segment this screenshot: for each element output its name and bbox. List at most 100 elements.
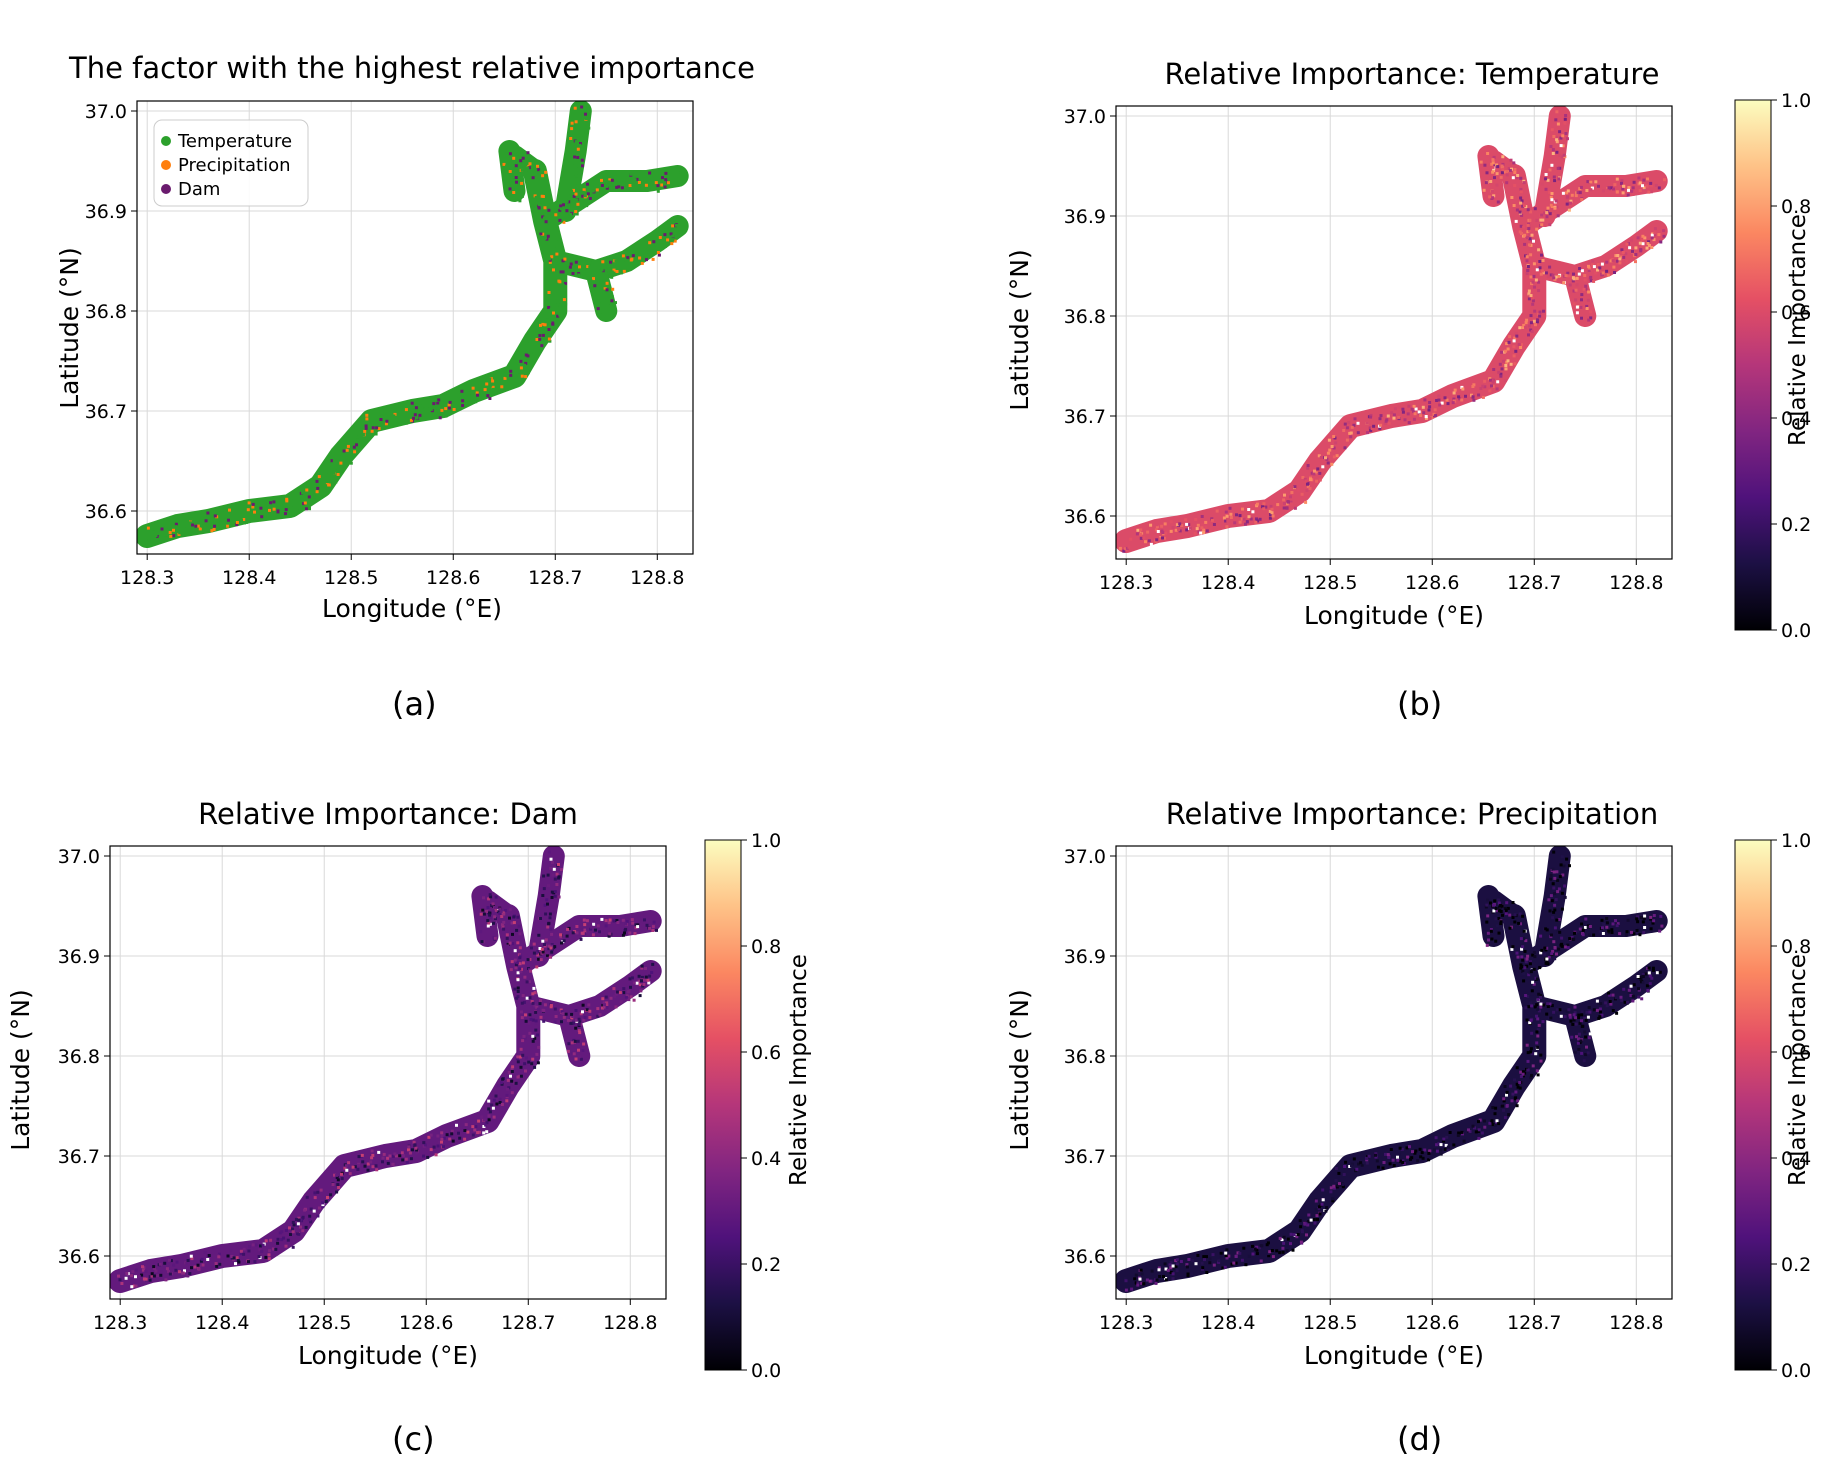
legend: Temperature Precipitation Dam (153, 119, 309, 207)
colorbar-tick-label: 0.0 (751, 1360, 781, 1382)
chart-c: Relative Importance: Dam 128.3 128.4 128.5… (6, 797, 812, 1382)
colorbar-label: Relative Importance (1785, 214, 1811, 446)
y-tick-label: 37.0 (85, 101, 127, 123)
panel-b: Relative Importance: Temperature 128.3 12… (980, 0, 1823, 723)
x-tick-label: 128.6 (1405, 572, 1459, 594)
panel-c: Relative Importance: Dam 128.3 128.4 128.5… (0, 740, 860, 1458)
axes-frame (109, 845, 667, 1300)
x-ticks: 128.3 128.4 128.5 128.6 128.7 128.8 (120, 554, 684, 589)
chart-title: The factor with the highest relative imp… (68, 51, 755, 85)
x-tick-label: 128.6 (1405, 1312, 1459, 1334)
river-branch (471, 885, 499, 947)
y-ticks: 36.6 36.7 36.8 36.9 37.0 (1064, 106, 1116, 528)
colorbar-tick-label: 0.2 (1781, 514, 1811, 536)
plot-area (1116, 106, 1672, 559)
colorbar-label: Relative Importance (1785, 954, 1811, 1186)
y-ticks: 36.6 36.7 36.8 36.9 37.0 (58, 846, 110, 1268)
colorbar-tick-label: 0.6 (1781, 1042, 1811, 1064)
chart-b: Relative Importance: Temperature 128.3 12… (1005, 57, 1811, 642)
colorbar-label: Relative Importance (786, 954, 812, 1186)
colorbar-tick-label: 0.2 (751, 1254, 781, 1276)
x-tick-label: 128.8 (1609, 1312, 1663, 1334)
x-tick-label: 128.7 (528, 567, 582, 589)
y-tick-label: 36.6 (1064, 506, 1106, 528)
panel-d: Relative Importance: Precipitation 128.3… (980, 740, 1823, 1458)
y-tick-label: 36.6 (85, 501, 127, 523)
axes-frame (1115, 845, 1673, 1300)
x-ticks: 128.3 128.4 128.5 128.6 128.7 128.8 (1099, 559, 1663, 594)
colorbar-tick-label: 0.6 (1781, 302, 1811, 324)
x-tick-label: 128.7 (1507, 572, 1561, 594)
y-axis-label: Latitude (°N) (6, 989, 35, 1151)
river-branch (1477, 145, 1505, 207)
colorbar: 0.0 0.2 0.4 0.6 0.8 1.0 (1734, 830, 1811, 1382)
river-branch (1564, 265, 1597, 327)
x-tick-label: 128.7 (501, 1312, 555, 1334)
x-tick-label: 128.5 (297, 1312, 351, 1334)
x-ticks: 128.3 128.4 128.5 128.6 128.7 128.8 (1099, 1299, 1663, 1334)
colorbar-tick-label: 0.0 (1781, 1360, 1811, 1382)
x-tick-label: 128.5 (324, 567, 378, 589)
river-branch (554, 101, 592, 222)
y-tick-label: 36.6 (1064, 1246, 1106, 1268)
river-main (1116, 904, 1547, 1293)
x-tick-label: 128.8 (630, 567, 684, 589)
axes-frame (136, 100, 694, 555)
colorbar: 0.0 0.2 0.4 0.6 0.8 1.0 (704, 830, 781, 1382)
caption-b: (b) (1397, 685, 1443, 723)
colorbar: 0.0 0.2 0.4 0.6 0.8 1.0 (1734, 90, 1811, 642)
chart-title: Relative Importance: Precipitation (1166, 797, 1659, 831)
y-tick-label: 36.8 (58, 1046, 100, 1068)
x-tick-label: 128.4 (195, 1312, 249, 1334)
y-tick-label: 36.9 (1064, 206, 1106, 228)
x-tick-label: 128.3 (1099, 1312, 1153, 1334)
x-tick-label: 128.3 (120, 567, 174, 589)
y-ticks: 36.6 36.7 36.8 36.9 37.0 (1064, 846, 1116, 1268)
legend-marker-temperature (161, 136, 171, 146)
river-branch (585, 260, 618, 322)
colorbar-tick-label: 0.4 (1781, 1148, 1811, 1170)
x-tick-label: 128.8 (603, 1312, 657, 1334)
y-tick-label: 36.6 (58, 1246, 100, 1268)
y-tick-label: 36.8 (1064, 1046, 1106, 1068)
y-tick-label: 36.7 (58, 1146, 100, 1168)
plot-area (1116, 846, 1672, 1299)
colorbar-gradient (704, 839, 742, 1371)
y-ticks: 36.6 36.7 36.8 36.9 37.0 (85, 101, 137, 523)
colorbar-tick-label: 0.8 (1781, 936, 1811, 958)
colorbar-gradient (1734, 99, 1772, 631)
colorbar-tick-label: 0.8 (1781, 196, 1811, 218)
colorbar-tick-label: 0.4 (751, 1148, 781, 1170)
x-tick-label: 128.8 (1609, 572, 1663, 594)
y-tick-label: 37.0 (1064, 106, 1106, 128)
x-tick-label: 128.3 (93, 1312, 147, 1334)
y-tick-label: 36.7 (1064, 406, 1106, 428)
plot-area (110, 846, 666, 1299)
x-ticks: 128.3 128.4 128.5 128.6 128.7 128.8 (93, 1299, 657, 1334)
y-tick-label: 36.8 (1064, 306, 1106, 328)
river-texture (1123, 850, 1664, 1292)
x-tick-label: 128.5 (1303, 1312, 1357, 1334)
y-tick-label: 36.7 (1064, 1146, 1106, 1168)
river-branch (1533, 106, 1571, 227)
river-branch (517, 960, 662, 1027)
colorbar-tick-label: 1.0 (1781, 90, 1811, 112)
y-tick-label: 36.7 (85, 401, 127, 423)
x-axis-label: Longitude (°E) (1304, 601, 1484, 630)
y-tick-label: 36.9 (1064, 946, 1106, 968)
x-tick-label: 128.7 (1507, 1312, 1561, 1334)
legend-box (153, 119, 309, 207)
river-texture (117, 850, 658, 1289)
caption-d: (d) (1397, 1420, 1443, 1458)
axes-frame (1115, 105, 1673, 560)
chart-a: The factor with the highest relative imp… (55, 51, 755, 623)
chart-title: Relative Importance: Temperature (1164, 57, 1659, 91)
colorbar-tick-label: 0.0 (1781, 620, 1811, 642)
river-branch (1533, 846, 1571, 967)
colorbar-tick-label: 0.2 (1781, 1254, 1811, 1276)
x-tick-label: 128.6 (426, 567, 480, 589)
colorbar-tick-label: 0.4 (1781, 408, 1811, 430)
caption-a: (a) (392, 685, 437, 723)
river-texture (1118, 110, 1666, 553)
x-tick-label: 128.3 (1099, 572, 1153, 594)
